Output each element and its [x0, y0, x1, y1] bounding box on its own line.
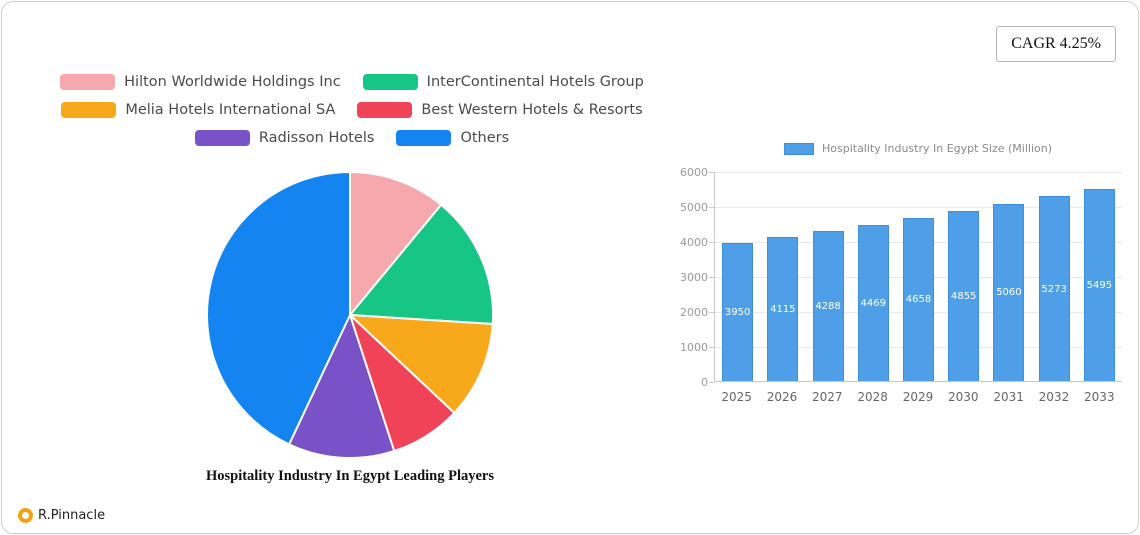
- bar-value-label: 5495: [1086, 279, 1113, 291]
- y-tick-mark: [709, 172, 714, 173]
- brand-label: R.Pinnacle: [38, 508, 106, 523]
- bar-value-label: 3950: [724, 306, 751, 318]
- pie-slice-2[interactable]: [349, 314, 494, 414]
- bar-plot-area: 3950 4115 4288 4469 4658 4855 5060 5273 5495: [714, 172, 1122, 382]
- y-tick-label: 1000: [680, 341, 708, 354]
- x-tick-label: 2030: [948, 390, 979, 404]
- x-tick-label: 2031: [993, 390, 1024, 404]
- legend-item-2[interactable]: Melia Hotels International SA: [61, 102, 335, 118]
- y-tick-label: 5000: [680, 201, 708, 214]
- bar-2028[interactable]: 4469: [857, 224, 889, 381]
- y-tick-mark: [709, 312, 714, 313]
- legend-label: Others: [460, 130, 510, 146]
- legend-swatch: [396, 130, 452, 146]
- bar-value-label: 4658: [905, 294, 932, 306]
- pie-chart-title: Hospitality Industry In Egypt Leading Pl…: [205, 468, 495, 484]
- legend-label: Hilton Worldwide Holdings Inc: [124, 74, 341, 90]
- pie-slice-0[interactable]: [349, 171, 443, 316]
- pie-svg: [206, 171, 494, 459]
- cagr-badge: CAGR 4.25%: [996, 26, 1116, 62]
- bar-2032[interactable]: 5273: [1038, 196, 1070, 381]
- y-tick-label: 4000: [680, 236, 708, 249]
- y-tick-label: 6000: [680, 166, 708, 179]
- legend-label: Best Western Hotels & Resorts: [421, 102, 643, 118]
- bar-2033[interactable]: 5495: [1083, 188, 1115, 381]
- bar-legend-label: Hospitality Industry In Egypt Size (Mill…: [821, 142, 1053, 155]
- legend-swatch: [60, 74, 116, 90]
- y-tick-mark: [709, 207, 714, 208]
- bar-value-label: 4115: [770, 303, 796, 315]
- bar-value-label: 4469: [860, 297, 886, 309]
- gridline: [715, 172, 1122, 173]
- y-tick-label: 3000: [680, 271, 708, 284]
- legend-item-1[interactable]: InterContinental Hotels Group: [362, 74, 644, 90]
- bar-2031[interactable]: 5060: [993, 203, 1025, 381]
- brand-logo-icon: [18, 508, 33, 523]
- bar-chart: Hospitality Industry In Egypt Size (Mill…: [652, 142, 1138, 417]
- bar-value-label: 5273: [1041, 283, 1067, 295]
- y-tick-mark: [709, 347, 714, 348]
- pie-slice-5[interactable]: [206, 171, 351, 446]
- bar-2025[interactable]: 3950: [722, 242, 754, 381]
- x-tick-label: 2033: [1084, 390, 1115, 404]
- x-axis-labels: 2025 2026 2027 2028 2029 2030 2031 2032 2033: [714, 390, 1122, 404]
- x-tick-label: 2025: [721, 390, 752, 404]
- legend-item-0[interactable]: Hilton Worldwide Holdings Inc: [60, 74, 341, 90]
- bar-legend-swatch: [783, 142, 814, 155]
- legend-item-3[interactable]: Best Western Hotels & Resorts: [357, 102, 643, 118]
- x-tick-label: 2028: [857, 390, 888, 404]
- bar-2027[interactable]: 4288: [812, 230, 844, 381]
- legend-label: InterContinental Hotels Group: [426, 74, 644, 90]
- bar-2030[interactable]: 4855: [948, 211, 980, 381]
- pie-chart: [205, 170, 495, 460]
- legend-swatch: [362, 74, 418, 90]
- bar-value-label: 4288: [815, 300, 841, 312]
- x-tick-label: 2032: [1038, 390, 1070, 404]
- x-tick-label: 2027: [812, 390, 843, 404]
- legend-swatch: [357, 102, 413, 118]
- gridline: [715, 207, 1122, 208]
- y-tick-mark: [709, 277, 714, 278]
- y-tick-label: 0: [701, 376, 708, 389]
- legend-swatch: [194, 130, 250, 146]
- pie-slice-4[interactable]: [288, 314, 396, 459]
- legend-label: Melia Hotels International SA: [125, 102, 336, 118]
- bar-chart-legend: Hospitality Industry In Egypt Size (Mill…: [714, 142, 1122, 155]
- y-tick-label: 2000: [680, 306, 708, 319]
- cagr-label: CAGR 4.25%: [1011, 35, 1101, 52]
- bar-2029[interactable]: 4658: [902, 217, 934, 381]
- y-tick-mark: [709, 242, 714, 243]
- bar-value-label: 5060: [996, 287, 1022, 299]
- legend-item-4[interactable]: Radisson Hotels: [194, 130, 375, 146]
- x-tick-label: 2026: [766, 390, 798, 404]
- pie-legend: Hilton Worldwide Holdings Inc InterContin…: [47, 74, 657, 146]
- y-tick-mark: [709, 382, 714, 383]
- x-tick-label: 2029: [902, 390, 934, 404]
- legend-swatch: [61, 102, 117, 118]
- pie-slice-1[interactable]: [349, 203, 494, 325]
- bar-2026[interactable]: 4115: [767, 236, 799, 381]
- legend-item-5[interactable]: Others: [396, 130, 509, 146]
- brand: R.Pinnacle: [18, 508, 105, 523]
- legend-label: Radisson Hotels: [258, 130, 375, 146]
- bar-value-label: 4855: [950, 291, 977, 303]
